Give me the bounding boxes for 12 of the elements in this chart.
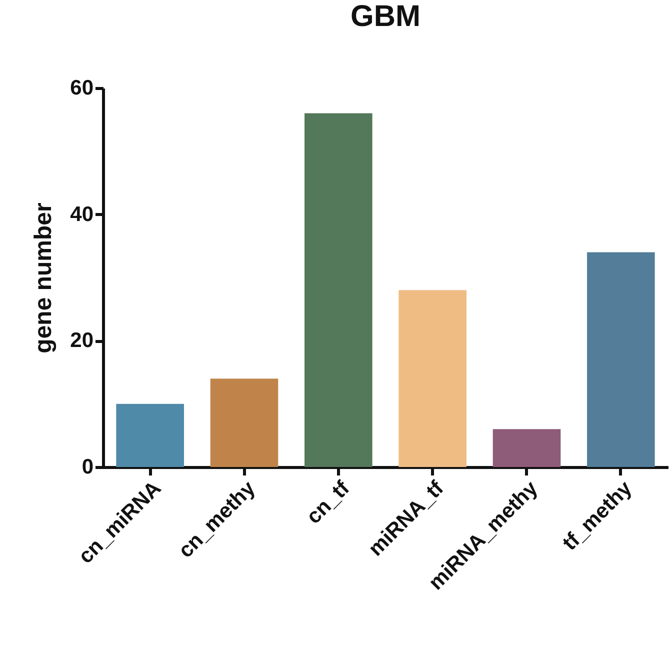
y-tick-label: 20 [70, 329, 94, 352]
bar [116, 404, 184, 467]
y-tick-label: 60 [70, 76, 94, 100]
bar [492, 429, 561, 467]
bar [587, 252, 655, 467]
y-tick-label: 40 [70, 202, 94, 226]
bar [210, 378, 278, 467]
bar [398, 290, 466, 467]
chart-title: GBM [350, 0, 420, 33]
bar [304, 113, 372, 467]
y-axis-title: gene number [30, 202, 58, 354]
y-tick-label: 0 [82, 456, 94, 478]
